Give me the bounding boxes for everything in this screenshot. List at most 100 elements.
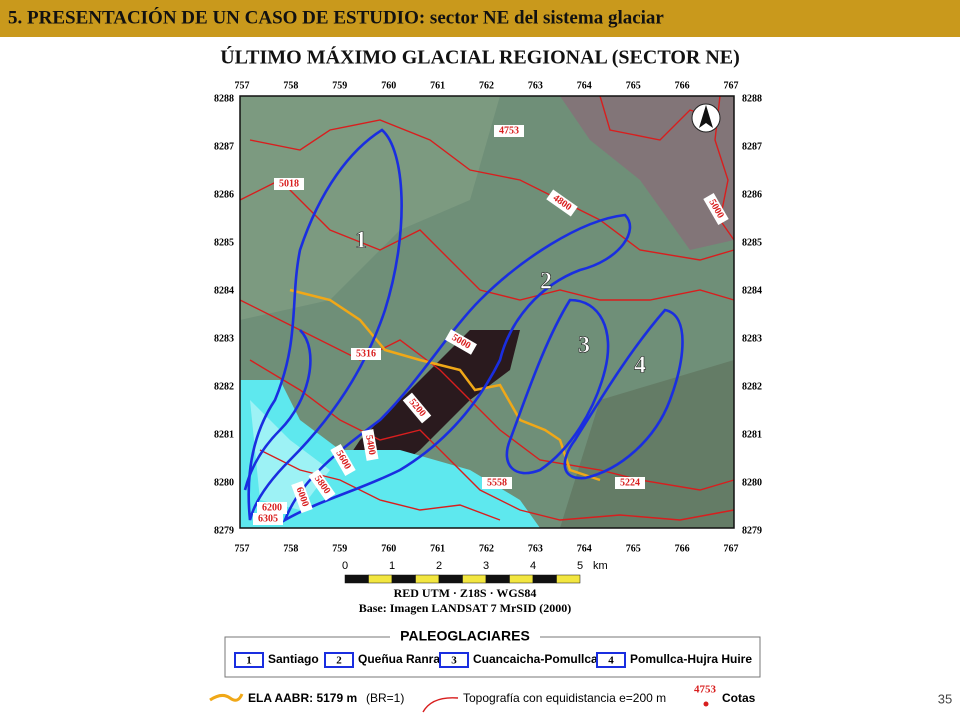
- easting-label: 765: [626, 543, 641, 554]
- contour-label-text: 5400: [363, 434, 377, 456]
- contour-label: 5224: [615, 477, 645, 489]
- easting-label: 757: [235, 80, 250, 91]
- glacier-number: 2: [540, 269, 552, 295]
- contour-label-bg: [402, 392, 432, 424]
- easting-label: 767: [724, 543, 739, 554]
- contour-label-bg: [291, 480, 313, 514]
- legend-title: PALEOGLACIARES: [400, 628, 530, 644]
- scale-segment: [532, 574, 557, 584]
- easting-label: 761: [430, 543, 445, 554]
- legend-swatch: [234, 652, 264, 668]
- easting-label: 763: [528, 80, 543, 91]
- scale-segment: [462, 574, 487, 584]
- easting-label: 762: [479, 543, 494, 554]
- northing-label: 8287: [214, 141, 234, 152]
- legend-name: Pomullca-Hujra Huire: [630, 652, 752, 666]
- easting-label: 767: [724, 80, 739, 91]
- scale-bar: 0 1 2 3 4 5 km: [342, 560, 608, 584]
- legend-name: Cuancaicha-Pomullca: [473, 652, 598, 666]
- contour-label-text: 4753: [499, 125, 519, 136]
- northing-label: 8281: [214, 429, 234, 440]
- northing-label: 8285: [214, 237, 234, 248]
- contour-label: 5400: [361, 429, 379, 461]
- legend-number: 1: [246, 655, 252, 667]
- easting-label: 758: [283, 543, 298, 554]
- easting-label: 761: [430, 80, 445, 91]
- scale-label: 4: [530, 560, 536, 572]
- northing-label: 8280: [214, 477, 234, 488]
- contour-label-bg: [494, 125, 524, 137]
- scale-label: 1: [389, 560, 395, 572]
- northing-label: 8288: [214, 93, 234, 104]
- contour-label: 5316: [351, 348, 381, 360]
- northing-label: 8279: [742, 525, 762, 536]
- scale-segment: [509, 574, 534, 584]
- title: ÚLTIMO MÁXIMO GLACIAL REGIONAL (SECTOR N…: [220, 45, 740, 69]
- ela-symbol: [209, 693, 244, 702]
- topo-text: Topografía con equidistancia e=200 m: [463, 691, 666, 705]
- cota-text: Cotas: [722, 691, 756, 705]
- northing-label: 8288: [742, 93, 762, 104]
- legend-number: 2: [336, 655, 342, 667]
- map-image: [240, 96, 734, 528]
- cota-value: 4753: [694, 684, 717, 696]
- glacier-number: 4: [634, 353, 646, 379]
- legend-number: 4: [608, 655, 614, 667]
- contour-label-text: 5224: [620, 477, 640, 488]
- contour-label-bg: [703, 193, 729, 225]
- contour-label-text: 5558: [487, 477, 507, 488]
- legend-name: Santiago: [268, 652, 319, 666]
- contour-label: 6000: [291, 480, 313, 514]
- northing-label: 8279: [214, 525, 234, 536]
- easting-label: 759: [332, 543, 347, 554]
- legend-title-bg: [390, 630, 540, 644]
- contour-label: 5558: [482, 477, 512, 489]
- scale-segment: [415, 574, 440, 584]
- contour-label-bg: [361, 429, 379, 461]
- contour-label-bg: [482, 477, 512, 489]
- scale-label: 3: [483, 560, 489, 572]
- northing-label: 8287: [742, 141, 762, 152]
- glacier-number: 1: [355, 228, 367, 254]
- ela-note: (BR=1): [366, 691, 404, 705]
- easting-label: 758: [283, 80, 298, 91]
- ela-line: [289, 288, 601, 482]
- scale-unit: km: [593, 560, 608, 572]
- northing-label: 8282: [214, 381, 234, 392]
- contour-label-bg: [308, 469, 336, 501]
- legend-number: 3: [451, 655, 457, 667]
- scale-label: 5: [577, 560, 583, 572]
- easting-label: 757: [235, 543, 250, 554]
- north-arrow: [691, 103, 721, 133]
- scale-segment: [438, 574, 463, 584]
- northing-label: 8284: [214, 285, 234, 296]
- contour-label: 6200: [257, 502, 287, 514]
- contour-label-bg: [546, 189, 578, 217]
- legend-swatch: [324, 652, 354, 668]
- northing-label: 8284: [742, 285, 762, 296]
- northing-label: 8282: [742, 381, 762, 392]
- contour-label-text: 5018: [279, 178, 299, 189]
- scale-label: 0: [342, 560, 348, 572]
- contour-label-bg: [615, 477, 645, 489]
- northing-label: 8285: [742, 237, 762, 248]
- easting-label: 762: [479, 80, 494, 91]
- easting-label: 759: [332, 80, 347, 91]
- northing-label: 8286: [214, 189, 234, 200]
- contour-label-bg: [351, 348, 381, 360]
- contour-label-bg: [257, 502, 287, 514]
- northing-label: 8281: [742, 429, 762, 440]
- header-bar: [0, 0, 960, 37]
- contour-label: 4753: [494, 125, 524, 137]
- ela-text: ELA AABR: 5179 m: [248, 691, 357, 705]
- scale-segment: [368, 574, 393, 584]
- scale-segment: [556, 574, 581, 584]
- easting-label: 764: [577, 80, 592, 91]
- easting-label: 763: [528, 543, 543, 554]
- contour-label-text: 6305: [258, 513, 278, 524]
- scale-label: 2: [436, 560, 442, 572]
- base-text: Base: Imagen LANDSAT 7 MrSID (2000): [359, 601, 572, 615]
- cota-dot: [703, 701, 709, 707]
- easting-label: 766: [675, 543, 690, 554]
